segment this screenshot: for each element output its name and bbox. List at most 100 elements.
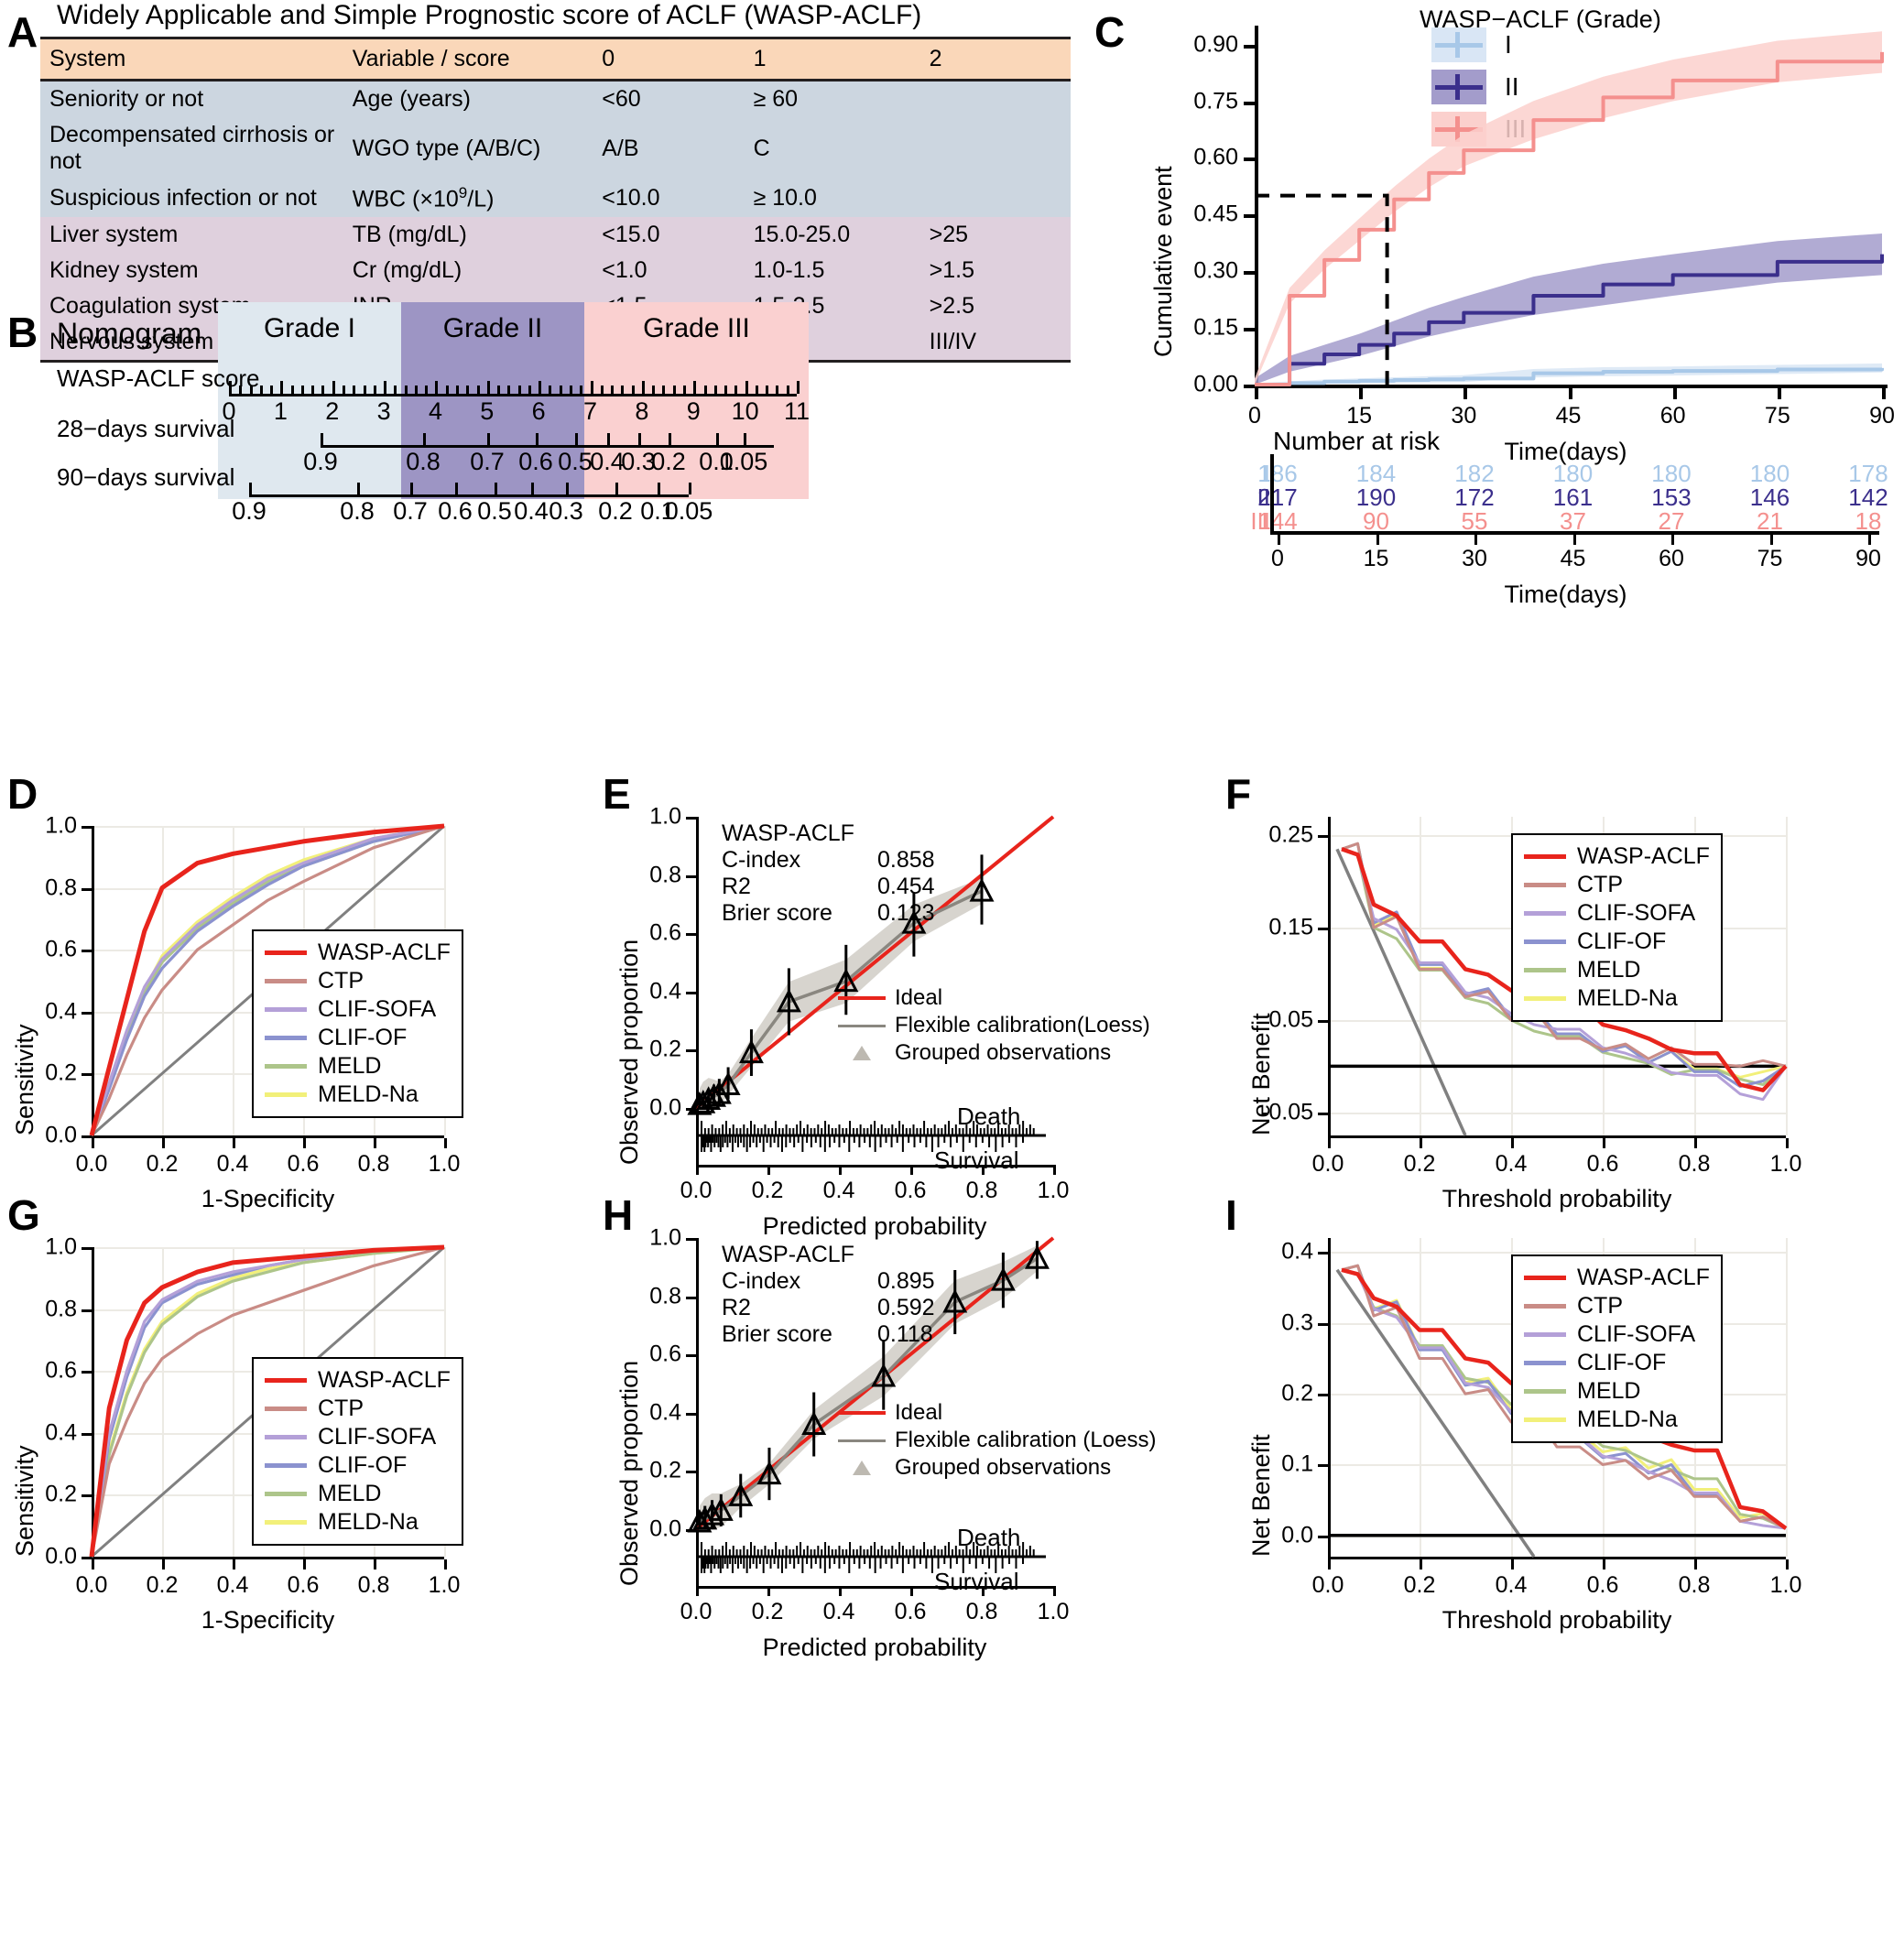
score-major-tick — [797, 381, 800, 394]
legend-item-CLIF-SOFA: CLIF-SOFA — [1524, 1320, 1710, 1349]
risk-x-tick — [1278, 535, 1280, 545]
y-tick — [1318, 1322, 1328, 1326]
x-tick-label: 1.0 — [428, 1151, 461, 1177]
grade-iii-label: Grade III — [643, 313, 750, 343]
legend-label-CLIF-OF: CLIF-OF — [318, 1025, 408, 1050]
legend-swatch-MELD — [1524, 1389, 1566, 1394]
x-tick — [303, 1138, 306, 1148]
s28-axis-line — [321, 445, 774, 448]
s28-tick — [638, 433, 641, 445]
risk-value: 142 — [1848, 483, 1888, 511]
x-axis — [1328, 1135, 1786, 1138]
panel-e-label: E — [603, 770, 631, 818]
score-tick-label: 6 — [531, 397, 546, 425]
c-x-tick-label: 60 — [1659, 403, 1686, 429]
y-tick — [686, 1049, 696, 1053]
risk-x-tick-label: 0 — [1271, 546, 1284, 571]
calibration-stats: WASP-ACLF C-index 0.858 R2 0.454 Brier score 0… — [722, 820, 935, 927]
legend-item-CLIF-SOFA: CLIF-SOFA — [265, 1423, 451, 1451]
stats-key: Brier score — [722, 900, 832, 926]
legend-text: Ideal — [895, 1400, 943, 1425]
risk-value: 144 — [1257, 507, 1298, 535]
grouped-observation-marker — [901, 909, 927, 934]
score-minor-tick — [713, 386, 717, 394]
series-line — [1255, 31, 1882, 385]
x-tick — [1328, 1559, 1331, 1569]
score-minor-tick — [683, 386, 686, 394]
legend-item-MELD-Na: MELD-Na — [265, 1508, 451, 1537]
s28-tick — [487, 433, 490, 445]
legend-swatch-CTP — [265, 1407, 307, 1411]
score-minor-tick — [425, 386, 429, 394]
stats-value: 0.123 — [877, 900, 935, 926]
score-minor-tick — [373, 386, 376, 394]
cell-variable: WGO type (A/B/C) — [343, 117, 593, 179]
c-y-tick-label: 0.75 — [1193, 88, 1238, 114]
s90-tick-label: 0.05 — [664, 497, 713, 525]
risk-x-tick-label: 90 — [1855, 546, 1881, 571]
legend-item-CLIF-OF: CLIF-OF — [265, 1451, 451, 1480]
gridline-h — [92, 887, 444, 890]
c-x-tick — [1672, 388, 1677, 399]
legend-item-CLIF-OF: CLIF-OF — [1524, 928, 1710, 956]
y-tick — [82, 1011, 92, 1015]
legend-item-grouped: Grouped observations — [838, 1454, 1156, 1482]
s90-tick — [357, 483, 360, 494]
x-axis-title: Threshold probability — [1442, 1606, 1672, 1634]
risk-value: 37 — [1560, 507, 1586, 535]
score-tick-label: 9 — [686, 397, 701, 425]
score-minor-tick — [497, 386, 501, 394]
y-tick-label: 0.8 — [649, 862, 681, 888]
legend-item-CLIF-OF: CLIF-OF — [265, 1024, 451, 1052]
legend-marker — [838, 1461, 886, 1475]
score-tick-label: 4 — [428, 397, 442, 425]
c-x-tick — [1463, 388, 1468, 399]
y-tick — [686, 933, 696, 937]
score-minor-tick — [517, 386, 521, 394]
legend-swatch-CTP — [1524, 883, 1566, 887]
c-y-tick-label: 0.60 — [1193, 144, 1238, 170]
score-minor-tick — [404, 386, 408, 394]
legend-swatch-MELD-Na — [1524, 1417, 1566, 1422]
stats-model-name: WASP-ACLF — [722, 1242, 854, 1267]
x-tick — [910, 1586, 913, 1596]
series-line — [1335, 848, 1467, 1136]
s28-tick-label: 0.9 — [303, 448, 338, 475]
c-y-tick-label: 0.00 — [1193, 371, 1238, 397]
legend-item-CTP: CTP — [265, 1395, 451, 1423]
x-axis — [92, 1135, 444, 1138]
s28-tick — [607, 433, 610, 445]
score-minor-tick — [456, 386, 459, 394]
s90-tick-label: 0.5 — [477, 497, 512, 525]
x-tick — [303, 1559, 306, 1569]
x-axis-title: Threshold probability — [1442, 1185, 1672, 1212]
risk-value: 90 — [1363, 507, 1389, 535]
panel-f: F -0.05 0.05 0.15 0.25 0.0 0.2 0.4 0.6 0.8 1.0 Thr… — [1218, 769, 1904, 1227]
x-axis — [696, 1586, 1053, 1589]
death-label: Death — [957, 1524, 1021, 1551]
c-y-tick — [1244, 44, 1255, 49]
s28-tick — [744, 433, 746, 445]
x-tick-label: 0.0 — [680, 1178, 713, 1203]
legend-label-MELD-Na: MELD-Na — [318, 1509, 419, 1535]
legend-item-CLIF-SOFA: CLIF-SOFA — [265, 995, 451, 1024]
cell-score2 — [919, 179, 1071, 218]
legend-swatch-MELD-Na — [265, 1520, 307, 1525]
legend-marker — [838, 996, 886, 1000]
x-tick-label: 0.8 — [965, 1178, 998, 1203]
cell-score1: C — [744, 117, 920, 179]
s90-tick-label: 0.6 — [438, 497, 473, 525]
panel-c: C WASP−ACLF (Grade) IIIIII 0.000.150.300… — [1094, 0, 1904, 608]
gridline-v — [1786, 817, 1788, 1135]
y-tick — [82, 1247, 92, 1250]
cell-score1: 1.0-1.5 — [744, 253, 920, 289]
y-tick-label: 1.0 — [45, 812, 77, 839]
series-line — [1341, 842, 1787, 1068]
x-tick-label: 0.0 — [1311, 1572, 1344, 1598]
y-tick-label: 0.0 — [45, 1122, 77, 1148]
s28-tick — [536, 433, 539, 445]
grouped-observation-marker — [708, 1497, 734, 1521]
x-tick — [839, 1586, 842, 1596]
legend-item-CTP: CTP — [1524, 1292, 1710, 1320]
risk-x-tick-label: 15 — [1363, 546, 1389, 571]
